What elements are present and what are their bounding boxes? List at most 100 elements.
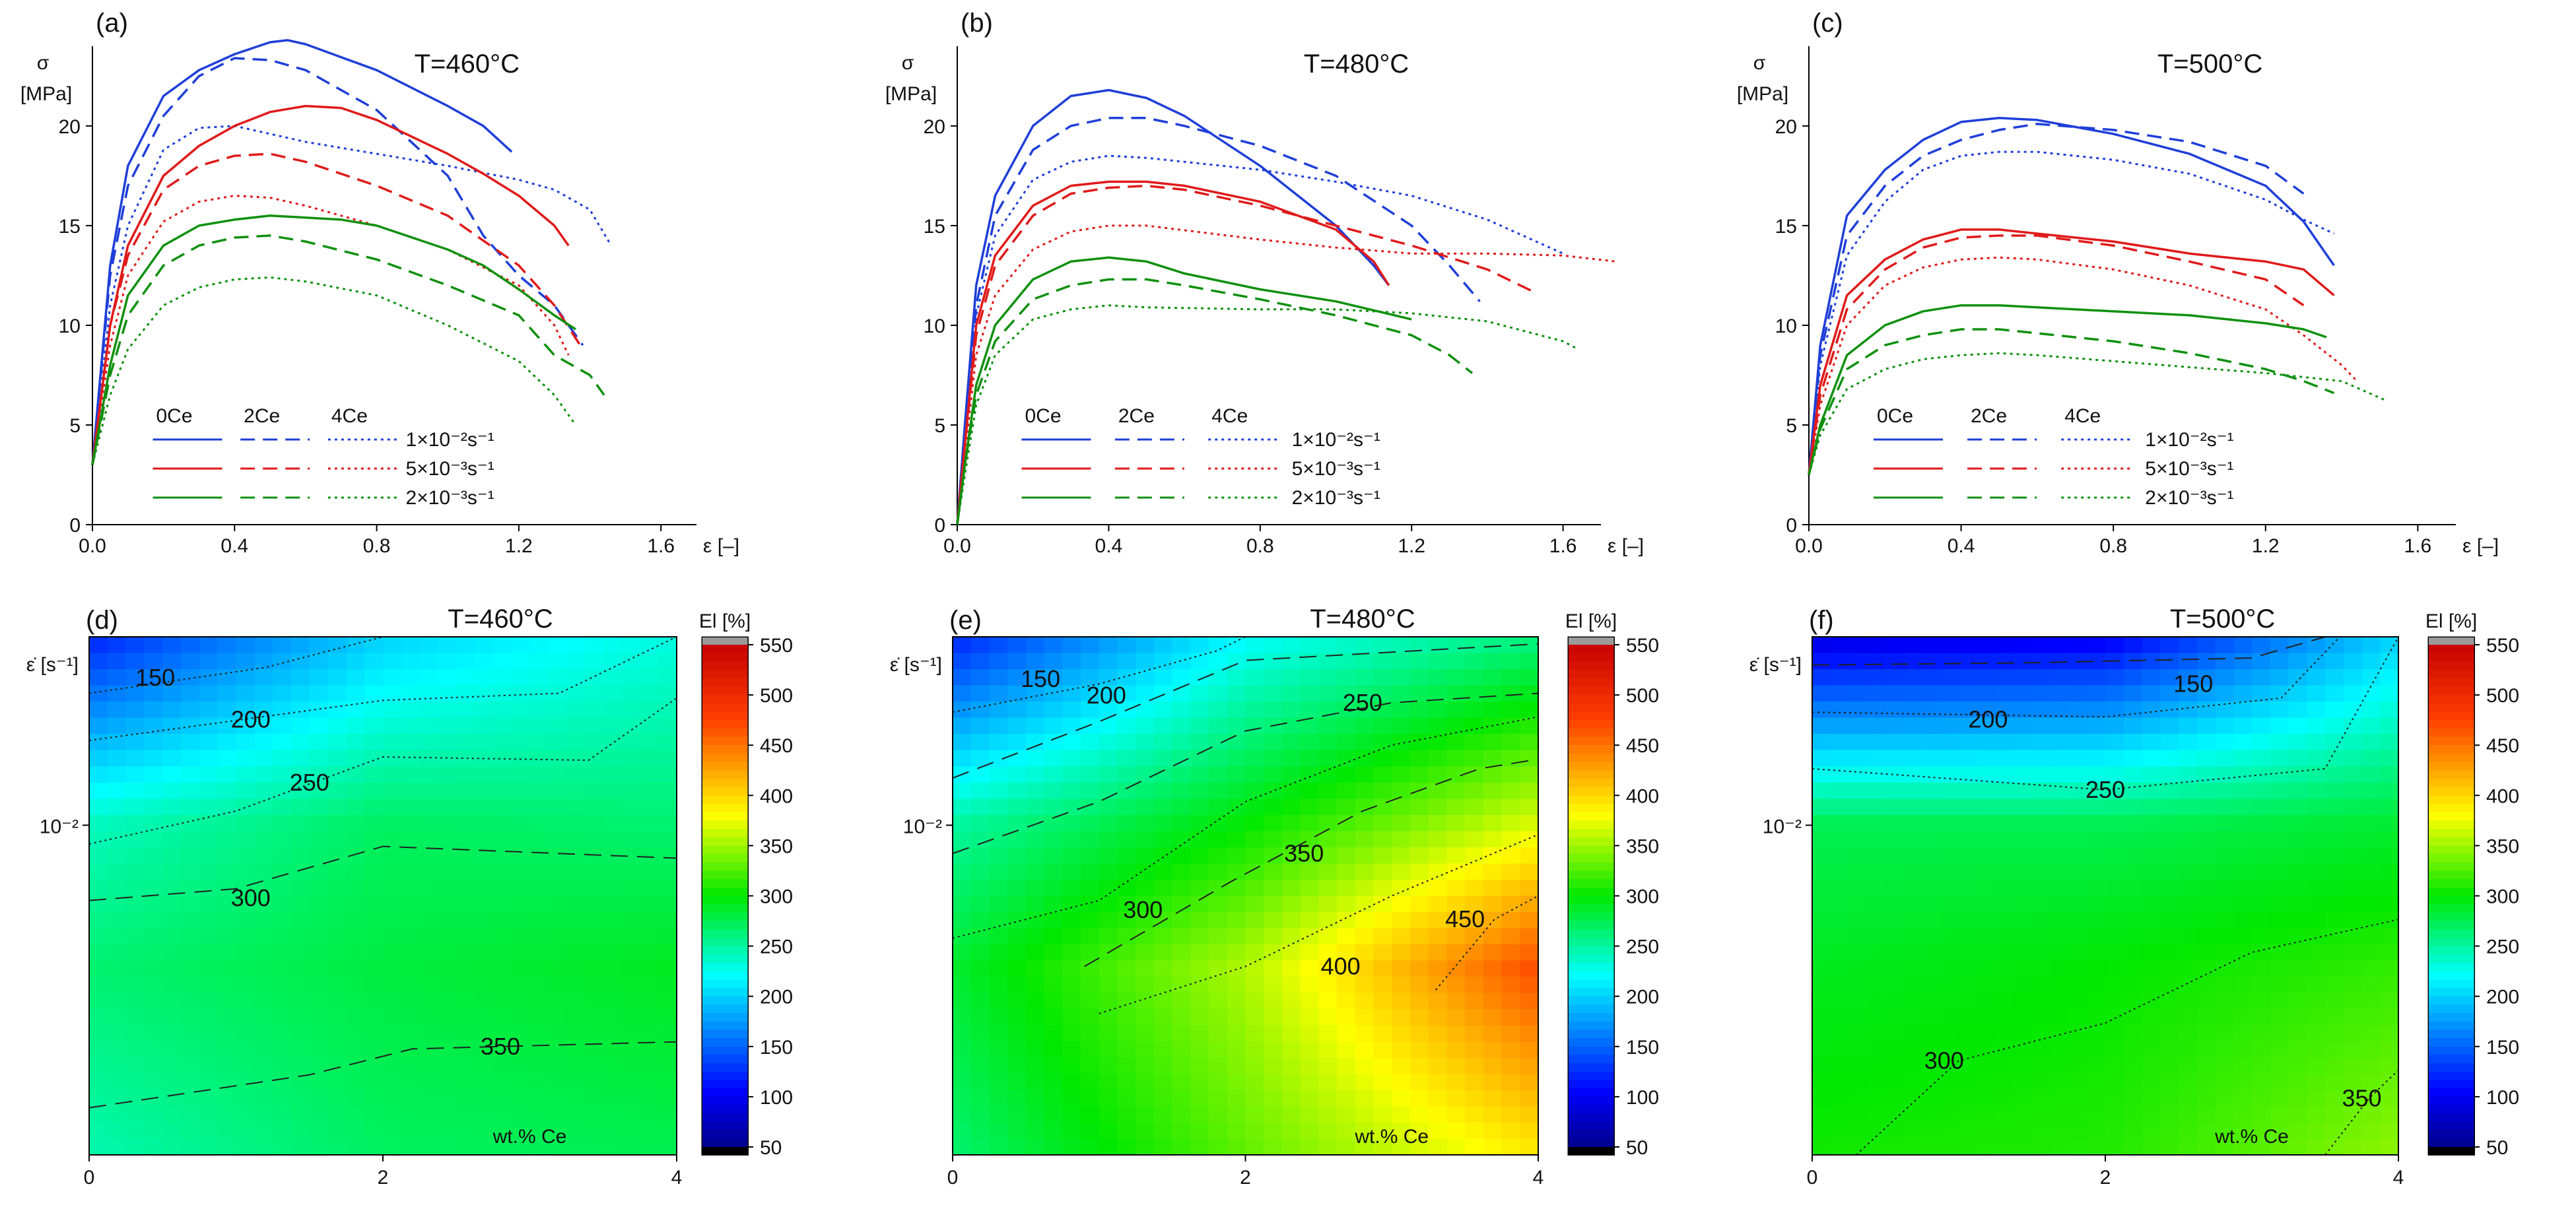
contour-cell: [199, 669, 219, 686]
contour-cell: [2160, 669, 2180, 686]
contour-cell: [199, 1138, 219, 1156]
contour-cell: [1153, 1057, 1173, 1075]
contour-cell: [181, 766, 200, 783]
contour-cell: [2160, 993, 2180, 1010]
contour-cell: [89, 993, 108, 1010]
contour-cell: [1410, 993, 1429, 1010]
contour-cell: [144, 960, 164, 978]
colorbar-tick-label: 300: [1626, 886, 1659, 908]
contour-cell: [2123, 1074, 2143, 1091]
contour-cell: [566, 880, 586, 897]
contour-cell: [290, 912, 310, 929]
contour-cell: [1410, 750, 1429, 767]
contour-cell: [1483, 782, 1503, 800]
contour-cell: [1392, 750, 1411, 767]
contour-cell: [989, 863, 1009, 880]
colorbar-segment: [702, 1096, 748, 1106]
contour-cell: [456, 766, 476, 783]
contour-cell: [1410, 880, 1429, 897]
contour-cell: [419, 912, 439, 929]
contour-cell: [1428, 734, 1448, 751]
colorbar-segment: [2428, 695, 2474, 704]
contour-cell: [1501, 814, 1521, 832]
contour-cell: [1337, 928, 1356, 946]
contour-cell: [548, 880, 568, 897]
contour-cell: [1903, 880, 1923, 897]
contour-cell: [162, 1074, 182, 1091]
contour-cell: [2142, 896, 2161, 913]
contour-cell: [548, 1041, 568, 1059]
contour-cell: [566, 1106, 586, 1123]
contour-cell: [125, 799, 145, 816]
contour-cell: [953, 863, 972, 880]
contour-cell: [1172, 977, 1192, 994]
contour-cell: [2160, 1025, 2180, 1043]
contour-cell: [1812, 977, 1831, 994]
contour-cell: [273, 701, 292, 719]
contour-cell: [492, 1090, 512, 1107]
contour-cell: [1227, 960, 1246, 978]
contour-cell: [1337, 1106, 1356, 1123]
contour-cell: [2179, 1090, 2198, 1107]
contour-cell: [621, 928, 641, 946]
contour-cell: [89, 944, 108, 962]
contour-cell: [658, 928, 677, 946]
contour-cell: [1410, 1009, 1429, 1026]
contour-cell: [199, 896, 219, 913]
contour-cell: [2032, 1122, 2051, 1140]
contour-cell: [2361, 1122, 2381, 1140]
contour-cell: [181, 977, 200, 994]
contour-cell: [181, 717, 200, 735]
contour-cell: [1245, 1041, 1265, 1059]
colorbar-segment: [1568, 1013, 1614, 1022]
contour-cell: [1318, 1009, 1338, 1026]
contour-cell: [1446, 1041, 1466, 1059]
contour-cell: [1044, 944, 1064, 962]
contour-cell: [1922, 734, 1942, 751]
x-tick-label: 1.6: [647, 535, 675, 557]
contour-cell: [1245, 1025, 1265, 1043]
contour-cell: [529, 1090, 549, 1107]
contour-cell: [1318, 1057, 1338, 1075]
contour-cell: [2014, 1106, 2033, 1123]
contour-cell: [1410, 944, 1429, 962]
contour-cell: [2014, 863, 2033, 880]
contour-cell: [2014, 766, 2033, 783]
contour-cell: [2307, 685, 2326, 703]
contour-cell: [2361, 701, 2381, 719]
contour-cell: [181, 1122, 200, 1140]
contour-cell: [2179, 847, 2198, 864]
contour-cell: [1410, 685, 1429, 703]
curve-4ce-1f3fd8: [1808, 150, 2335, 475]
contour-cell: [438, 847, 458, 864]
contour-cell: [401, 880, 421, 897]
contour-cell: [327, 782, 347, 800]
contour-cell: [1446, 1009, 1466, 1026]
contour-cell: [1428, 960, 1448, 978]
contour-cell: [2179, 750, 2198, 767]
contour-cell: [2179, 993, 2198, 1010]
contour-cell: [1099, 928, 1118, 946]
contour-cell: [2233, 863, 2253, 880]
curve-2ce-1f3fd8: [91, 57, 584, 465]
contour-cell: [2032, 637, 2051, 654]
contour-cell: [1977, 896, 1996, 913]
contour-cell: [2087, 637, 2107, 654]
contour-cell: [1520, 799, 1539, 816]
contour-cell: [2050, 912, 2070, 929]
contour-cell: [1007, 977, 1027, 994]
contour-cell: [2087, 1106, 2107, 1123]
contour-cell: [2196, 880, 2216, 897]
contour-cell: [1135, 847, 1155, 864]
contour-cell: [529, 750, 549, 767]
contour-cell: [2087, 912, 2107, 929]
contour-cell: [1977, 1122, 1996, 1140]
contour-cell: [2196, 1041, 2216, 1059]
colorbar-segment: [2428, 870, 2474, 880]
contour-cell: [2361, 717, 2381, 735]
contour-cell: [603, 1122, 623, 1140]
contour-cell: [1153, 1106, 1173, 1123]
contour-cell: [2325, 928, 2344, 946]
contour-cell: [2361, 1057, 2381, 1075]
contour-cell: [475, 1057, 494, 1075]
